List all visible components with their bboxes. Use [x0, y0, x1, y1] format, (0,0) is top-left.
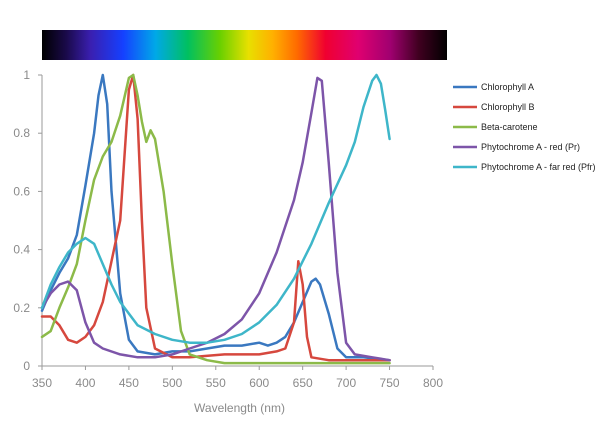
series-line-4: [40, 76, 391, 362]
legend-label: Chlorophyll B: [481, 102, 535, 112]
axes: 350 400 450 500 550 600 650 700 750 800 0 0.2 0.4 0.6…: [13, 68, 443, 415]
y-tick-label: 0.8: [13, 126, 30, 140]
x-tick-label: 800: [423, 376, 443, 390]
x-tick-label: 700: [336, 376, 356, 390]
series-line-1: [40, 73, 391, 362]
series-line-5: [40, 73, 391, 344]
x-tick-label: 450: [119, 376, 139, 390]
y-tick-label: 0.2: [13, 301, 30, 315]
legend-label: Phytochrome A - far red (Pfr): [481, 162, 596, 172]
y-tick-label: 0.6: [13, 184, 30, 198]
y-tick-label: 1: [23, 68, 30, 82]
x-tick-label: 350: [32, 376, 52, 390]
legend-label: Phytochrome A - red (Pr): [481, 142, 580, 152]
legend-label: Beta-carotene: [481, 122, 538, 132]
series-line-2: [40, 73, 391, 362]
x-tick-label: 750: [380, 376, 400, 390]
x-tick-label: 600: [249, 376, 269, 390]
series-line-3: [40, 73, 391, 365]
spectrum-bar: [42, 30, 447, 60]
x-tick-label: 500: [162, 376, 182, 390]
x-tick-label: 400: [75, 376, 95, 390]
x-tick-label: 550: [206, 376, 226, 390]
y-tick-label: 0: [23, 359, 30, 373]
x-tick-label: 650: [293, 376, 313, 390]
y-tick-label: 0.4: [13, 243, 30, 257]
legend: Chlorophyll A Chlorophyll B Beta-carotene P…: [453, 82, 596, 172]
x-axis-title: Wavelength (nm): [194, 401, 285, 415]
series-layer: [40, 73, 391, 365]
legend-label: Chlorophyll A: [481, 82, 534, 92]
